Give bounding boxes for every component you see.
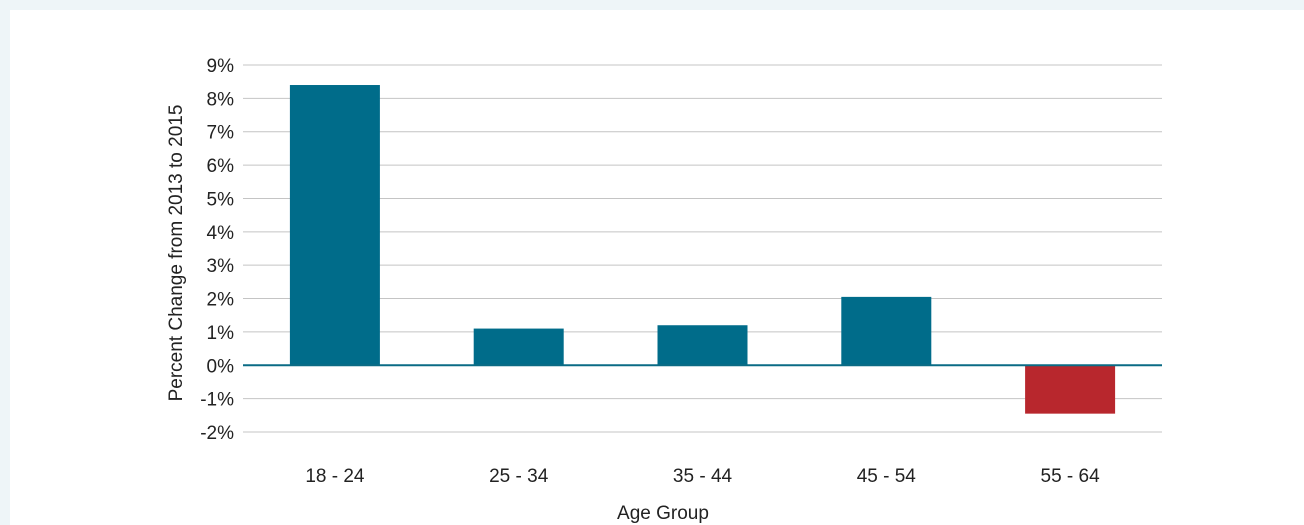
bar-25-34 [473,328,564,366]
chart-panel: -2% -1% 0% 1% 2% 3% 4% 5% 6% 7% 8% 9% 18 - 24 25 - 3… [10,10,1304,525]
x-tick-label: 55 - 64 [1041,466,1101,487]
y-tick-label: -2% [200,423,234,444]
bar-45-54 [841,296,932,366]
y-tick-label: 9% [207,56,235,77]
x-tick-labels: 18 - 24 25 - 34 35 - 44 45 - 54 55 - 64 [305,466,1100,487]
x-tick-label: 35 - 44 [673,466,733,487]
y-tick-label: 8% [207,89,235,110]
bar-chart: -2% -1% 0% 1% 2% 3% 4% 5% 6% 7% 8% 9% 18 - 24 25 - 3… [166,56,1162,524]
y-tick-label: 4% [207,223,235,244]
y-tick-labels: -2% -1% 0% 1% 2% 3% 4% 5% 6% 7% 8% 9% [200,56,234,444]
y-tick-label: 6% [207,156,235,177]
x-axis-title: Age Group [617,503,709,524]
x-tick-label: 18 - 24 [305,466,365,487]
y-tick-label: 1% [207,323,235,344]
bar-18-24 [289,85,380,366]
gridlines [243,64,1162,433]
y-tick-label: 5% [207,189,235,210]
y-axis-title: Percent Change from 2013 to 2015 [166,105,187,402]
y-tick-label: -1% [200,390,234,411]
bars [289,85,1116,414]
x-tick-label: 45 - 54 [857,466,917,487]
bar-35-44 [657,325,748,366]
bar-55-64 [1025,365,1116,414]
y-tick-label: 7% [207,123,235,144]
y-tick-label: 3% [207,256,235,277]
y-tick-label: 0% [207,356,235,377]
x-tick-label: 25 - 34 [489,466,549,487]
y-tick-label: 2% [207,290,235,311]
